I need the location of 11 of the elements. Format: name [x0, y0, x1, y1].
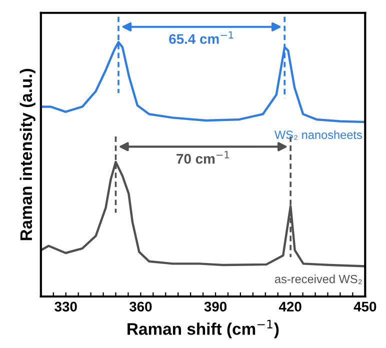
series-label: WS₂ nanosheets	[274, 130, 362, 140]
annotation: 70 cm$^{−1}$	[176, 151, 229, 164]
annotation: 65.4 cm$^{−1}$	[169, 31, 234, 44]
series-label: as-received WS₂	[274, 274, 362, 284]
x-tick-label: 420	[278, 302, 302, 312]
y-axis-title: Raman intensity (a.u.)	[20, 68, 36, 240]
x-tick-label: 360	[129, 302, 152, 312]
x-axis-title: Raman shift (cm$^{−1}$)	[128, 320, 279, 338]
x-tick-label: 330	[54, 302, 77, 312]
x-tick-label: 390	[204, 302, 227, 312]
x-tick-label: 450	[354, 302, 376, 312]
